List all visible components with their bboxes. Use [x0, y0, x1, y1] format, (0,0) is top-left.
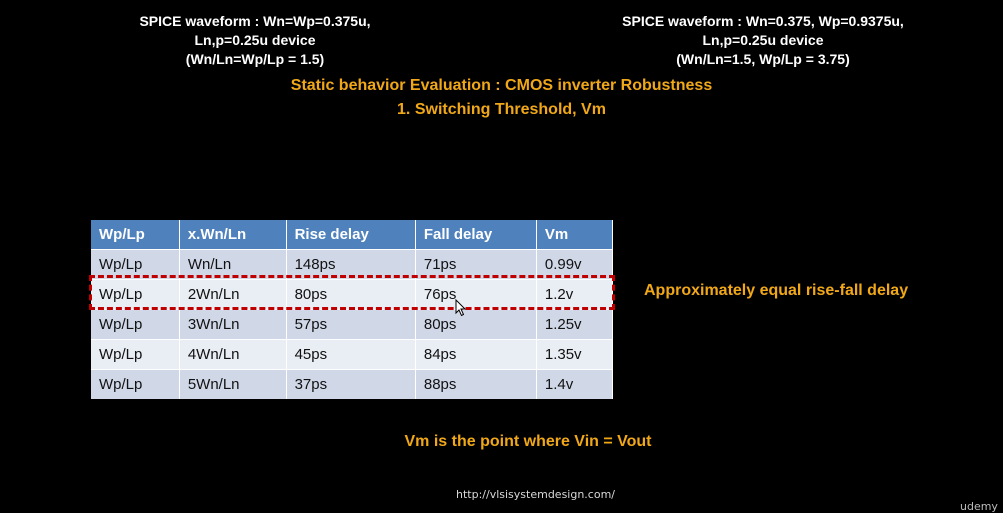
cell-vm: 1.4v — [536, 369, 614, 399]
table-header-row: Wp/Lp x.Wn/Ln Rise delay Fall delay Vm — [91, 220, 614, 250]
left-caption-line-2: Ln,p=0.25u device — [194, 32, 316, 48]
cell-vm: 0.99v — [536, 249, 614, 280]
cell-fall-delay: 76ps — [415, 279, 537, 310]
header-rise-delay: Rise delay — [286, 220, 416, 250]
cell-rise-delay: 57ps — [286, 309, 416, 340]
cell-wp-lp: Wp/Lp — [91, 369, 180, 399]
header-vm: Vm — [536, 220, 614, 250]
cell-fall-delay: 80ps — [415, 309, 537, 340]
cell-fall-delay: 88ps — [415, 369, 537, 399]
mouse-pointer-icon — [455, 299, 467, 317]
table-row: Wp/Lp Wn/Ln 148ps 71ps 0.99v — [91, 249, 614, 280]
header-fall-delay: Fall delay — [415, 220, 537, 250]
cell-vm: 1.35v — [536, 339, 614, 370]
cell-wn-ln: Wn/Ln — [179, 249, 287, 280]
cell-fall-delay: 84ps — [415, 339, 537, 370]
header-wn-ln: x.Wn/Ln — [179, 220, 287, 250]
cell-rise-delay: 80ps — [286, 279, 416, 310]
equal-delay-annotation: Approximately equal rise-fall delay — [644, 282, 909, 299]
cell-vm: 1.25v — [536, 309, 614, 340]
slide-subtitle: 1. Switching Threshold, Vm — [397, 101, 606, 118]
cell-rise-delay: 45ps — [286, 339, 416, 370]
brand-watermark: udemy — [960, 500, 998, 513]
cell-wn-ln: 3Wn/Ln — [179, 309, 287, 340]
equal-delay-highlight-box — [89, 275, 615, 310]
inverter-sizing-table: Wp/Lp x.Wn/Ln Rise delay Fall delay Vm W… — [91, 220, 614, 399]
cell-wp-lp: Wp/Lp — [91, 309, 180, 340]
cell-wn-ln: 5Wn/Ln — [179, 369, 287, 399]
right-caption-line-3: (Wn/Ln=1.5, Wp/Lp = 3.75) — [676, 51, 850, 67]
cell-rise-delay: 37ps — [286, 369, 416, 399]
right-waveform-caption: SPICE waveform : Wn=0.375, Wp=0.9375u, L… — [598, 12, 928, 69]
table-row: Wp/Lp 3Wn/Ln 57ps 80ps 1.25v — [91, 309, 614, 340]
table-row: Wp/Lp 5Wn/Ln 37ps 88ps 1.4v — [91, 369, 614, 399]
table-row: Wp/Lp 4Wn/Ln 45ps 84ps 1.35v — [91, 339, 614, 370]
cell-wp-lp: Wp/Lp — [91, 339, 180, 370]
table-row: Wp/Lp 2Wn/Ln 80ps 76ps 1.2v — [91, 279, 614, 310]
cell-wp-lp: Wp/Lp — [91, 279, 180, 310]
cell-wn-ln: 2Wn/Ln — [179, 279, 287, 310]
right-caption-line-2: Ln,p=0.25u device — [702, 32, 824, 48]
slide-title: Static behavior Evaluation : CMOS invert… — [290, 77, 713, 94]
footer-url: http://vlsisystemdesign.com/ — [456, 488, 616, 501]
cell-rise-delay: 148ps — [286, 249, 416, 280]
left-waveform-caption: SPICE waveform : Wn=Wp=0.375u, Ln,p=0.25… — [120, 12, 390, 69]
cell-wn-ln: 4Wn/Ln — [179, 339, 287, 370]
vm-definition-note: Vm is the point where Vin = Vout — [404, 433, 652, 450]
left-caption-line-3: (Wn/Ln=Wp/Lp = 1.5) — [185, 51, 325, 67]
cell-wp-lp: Wp/Lp — [91, 249, 180, 280]
right-caption-line-1: SPICE waveform : Wn=0.375, Wp=0.9375u, — [622, 13, 904, 29]
left-caption-line-1: SPICE waveform : Wn=Wp=0.375u, — [139, 13, 371, 29]
cell-fall-delay: 71ps — [415, 249, 537, 280]
header-wp-lp: Wp/Lp — [91, 220, 180, 250]
cell-vm: 1.2v — [536, 279, 614, 310]
